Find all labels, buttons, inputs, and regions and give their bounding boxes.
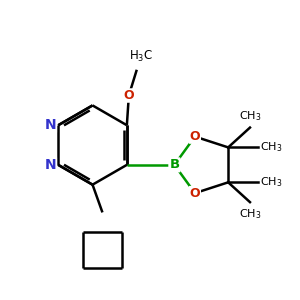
Text: O: O <box>190 187 200 200</box>
Text: H$_3$C: H$_3$C <box>129 49 153 64</box>
Text: O: O <box>124 89 134 102</box>
Text: CH$_3$: CH$_3$ <box>239 109 261 123</box>
Text: CH$_3$: CH$_3$ <box>260 140 282 154</box>
Text: N: N <box>45 118 56 132</box>
Text: B: B <box>169 158 179 171</box>
Text: CH$_3$: CH$_3$ <box>260 176 282 189</box>
Text: O: O <box>190 130 200 143</box>
Text: CH$_3$: CH$_3$ <box>239 207 261 221</box>
Text: N: N <box>45 158 56 172</box>
